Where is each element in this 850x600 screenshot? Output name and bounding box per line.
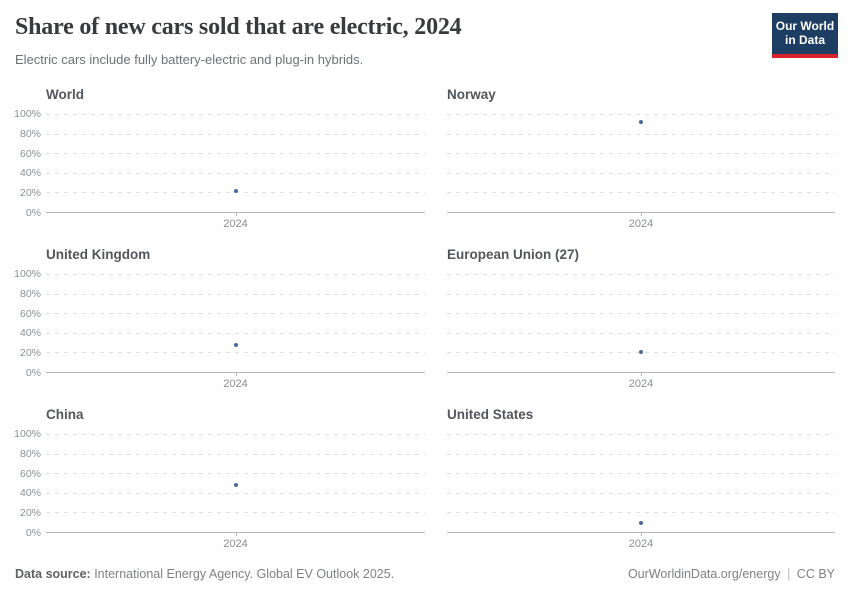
- gridline: [46, 313, 425, 315]
- data-source-label: Data source:: [15, 567, 91, 581]
- plot-area: [46, 434, 425, 536]
- gridline: [447, 133, 835, 135]
- owid-url-link[interactable]: OurWorldinData.org/energy: [627, 567, 781, 581]
- data-source-value: International Energy Agency. Global EV O…: [90, 567, 395, 581]
- gridline: [46, 492, 425, 494]
- y-axis-labels: 100% 80% 60% 40% 20% 0%: [14, 268, 41, 379]
- gridline: [447, 114, 835, 115]
- gridline: [46, 512, 425, 514]
- x-axis-tick: [235, 373, 237, 376]
- facet-title: United States: [447, 407, 534, 422]
- plot-area: [46, 274, 425, 376]
- x-axis-tick: [641, 213, 642, 216]
- x-axis-tick: [235, 213, 237, 216]
- footer-separator: |: [787, 567, 791, 581]
- chart-title: Share of new cars sold that are electric…: [15, 14, 462, 40]
- y-axis-labels: 100% 80% 60% 40% 20% 0%: [14, 428, 41, 539]
- x-axis-label: 2024: [223, 218, 248, 230]
- gridline: [46, 352, 425, 354]
- facet-title: United Kingdom: [46, 247, 151, 262]
- gridline: [46, 293, 425, 295]
- x-axis-label: 2024: [628, 538, 654, 550]
- data-source: Data source: International Energy Agency…: [15, 567, 394, 581]
- facet-panel-norway: Norway 2024: [425, 80, 835, 240]
- gridline: [46, 332, 425, 334]
- gridline: [447, 274, 835, 275]
- gridline: [447, 332, 835, 334]
- data-point[interactable]: [639, 119, 643, 124]
- gridline: [46, 453, 425, 455]
- gridline: [447, 473, 835, 475]
- plot-area: [447, 274, 835, 376]
- chart-subtitle: Electric cars include fully battery-elec…: [15, 52, 364, 67]
- chart-footer: Data source: International Energy Agency…: [15, 567, 835, 581]
- facet-panel-world: World 100% 80% 60% 40% 20% 0%: [14, 80, 425, 240]
- license-label: CC BY: [796, 567, 835, 581]
- plot-area: [447, 114, 835, 216]
- data-point[interactable]: [639, 521, 643, 526]
- facet-panel-united-kingdom: United Kingdom 100% 80% 60% 40% 20% 0%: [14, 240, 425, 400]
- gridline: [46, 172, 425, 174]
- x-axis-tick: [641, 533, 642, 536]
- facet-panel-european-union: European Union (27) 2024: [425, 240, 835, 400]
- x-axis-tick: [641, 373, 642, 376]
- facet-panel-united-states: United States 2024: [425, 400, 835, 560]
- gridline: [447, 512, 835, 514]
- gridline: [46, 434, 425, 435]
- facet-title: Norway: [447, 87, 496, 102]
- gridline: [447, 172, 835, 174]
- facet-title: European Union (27): [447, 247, 580, 262]
- gridline: [447, 313, 835, 315]
- data-point[interactable]: [233, 343, 238, 348]
- gridline: [447, 153, 835, 155]
- facet-title: World: [46, 87, 84, 102]
- facet-title: China: [46, 407, 84, 422]
- gridline: [46, 473, 425, 475]
- owid-logo[interactable]: Our World in Data: [772, 13, 838, 58]
- footer-links: OurWorldinData.org/energy | CC BY: [625, 567, 835, 581]
- x-axis-tick: [235, 533, 237, 536]
- gridline: [46, 114, 425, 115]
- y-axis-labels: 100% 80% 60% 40% 20% 0%: [14, 108, 41, 219]
- x-axis-label: 2024: [223, 538, 248, 550]
- owid-logo-text: Our World in Data: [772, 13, 838, 54]
- data-point[interactable]: [639, 350, 643, 355]
- facet-grid: World 100% 80% 60% 40% 20% 0%: [14, 80, 835, 560]
- owid-logo-stripe: [772, 54, 838, 58]
- gridline: [46, 274, 425, 275]
- x-axis-label: 2024: [223, 378, 248, 390]
- plot-area: [46, 114, 425, 216]
- data-point[interactable]: [233, 189, 238, 194]
- gridline: [46, 133, 425, 135]
- gridline: [447, 453, 835, 455]
- gridline: [447, 192, 835, 194]
- data-point[interactable]: [233, 483, 238, 488]
- gridline: [447, 434, 835, 435]
- x-axis-label: 2024: [628, 218, 654, 230]
- facet-panel-china: China 100% 80% 60% 40% 20% 0%: [14, 400, 425, 560]
- gridline: [447, 492, 835, 494]
- x-axis-label: 2024: [628, 378, 654, 390]
- plot-area: [447, 434, 835, 536]
- gridline: [46, 153, 425, 155]
- gridline: [447, 293, 835, 295]
